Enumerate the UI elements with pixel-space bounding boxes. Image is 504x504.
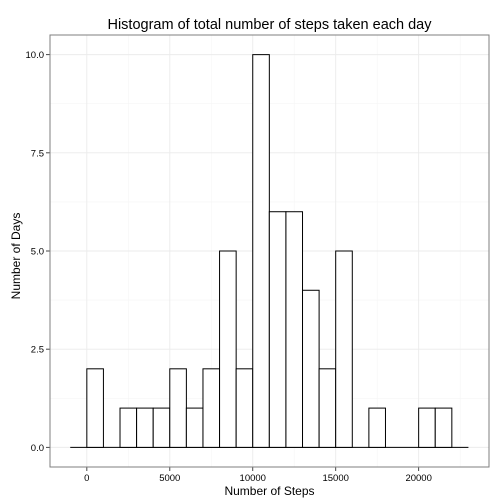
bars-layer [70,54,469,448]
histogram-bar [86,368,104,448]
histogram-bar [285,211,304,448]
histogram-bar [136,407,154,448]
y-tick-label: 0.0 [31,443,44,454]
y-tick-label: 5.0 [31,247,44,258]
histogram-bar [219,250,237,448]
x-tick-label: 20000 [405,473,431,484]
histogram-bar [368,407,386,448]
x-axis-label: Number of Steps [224,484,314,498]
histogram-bar [318,368,337,448]
histogram-bar [235,368,254,448]
histogram-bar [268,211,287,448]
histogram-bar [252,54,270,448]
y-tick-label: 2.5 [31,345,44,356]
x-tick-label: 5000 [159,473,180,484]
chart-title: Histogram of total number of steps taken… [107,17,432,33]
x-tick-label: 15000 [322,473,348,484]
y-tick-label: 7.5 [31,148,44,159]
y-axis-label: Number of Days [9,213,23,300]
histogram-bar [152,407,171,448]
histogram-bar [335,250,353,448]
histogram-bar [169,368,187,448]
histogram-bar [185,407,204,448]
x-tick-label: 10000 [240,473,266,484]
x-tick-label: 0 [84,473,89,484]
histogram-bar [302,289,320,448]
ticks-layer: 0 5000 10000 15000 20000 0.0 2.5 5.0 7.5 10.0 [26,50,432,484]
histogram-bar [119,407,138,448]
plot-panel-border [49,34,490,468]
y-tick-label: 10.0 [26,50,45,61]
histogram-bar [202,368,221,448]
histogram-bar [418,407,436,448]
histogram-bar [434,407,453,448]
